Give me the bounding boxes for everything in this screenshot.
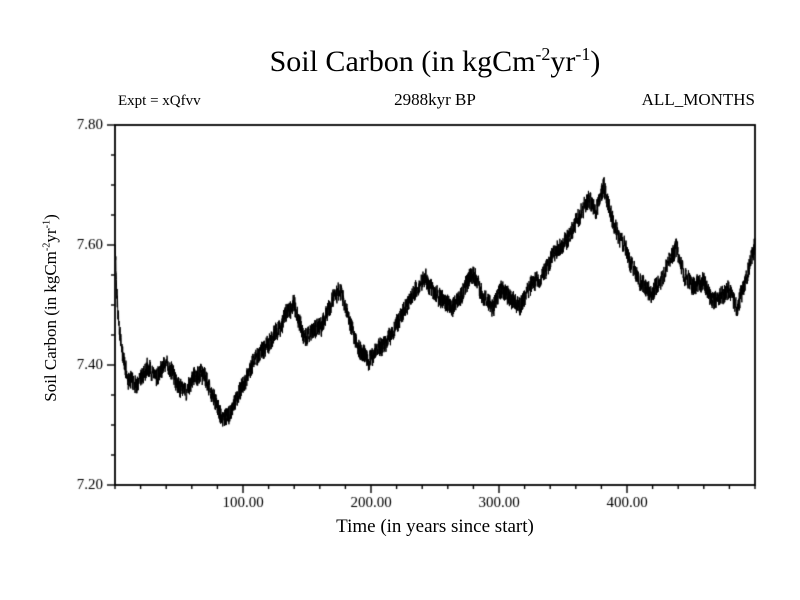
title-text: Soil Carbon (in kgCm bbox=[269, 45, 536, 78]
title-superscript-1: -2 bbox=[535, 44, 551, 64]
ylabel-close: ) bbox=[41, 214, 60, 220]
ylabel-mid: yr bbox=[41, 228, 60, 243]
title-superscript-2: -1 bbox=[575, 44, 591, 64]
experiment-label: Expt = xQfvv bbox=[118, 93, 201, 109]
x-axis-label: Time (in years since start) bbox=[336, 516, 534, 537]
ylabel-text: Soil Carbon (in kgCm bbox=[41, 251, 60, 402]
ylabel-superscript-2: -1 bbox=[41, 219, 53, 229]
months-label: ALL_MONTHS bbox=[641, 90, 755, 109]
subtitle-date: 2988kyr BP bbox=[394, 90, 476, 109]
ylabel-superscript-1: -2 bbox=[41, 242, 53, 252]
title-mid: yr bbox=[550, 45, 576, 78]
title-close: ) bbox=[590, 45, 601, 78]
y-axis-label: Soil Carbon (in kgCm-2yr-1) bbox=[41, 128, 63, 488]
chart-title: Soil Carbon (in kgCm-2yr-1) bbox=[115, 44, 755, 79]
